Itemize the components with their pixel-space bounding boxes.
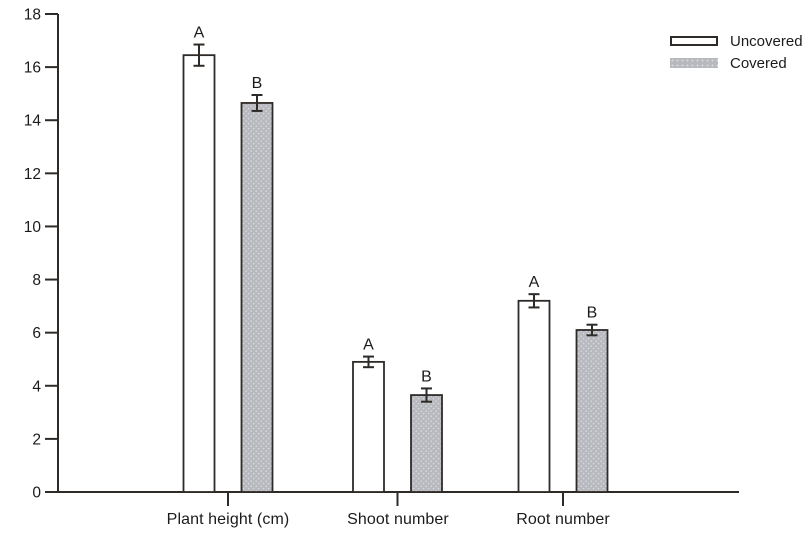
y-tick-label: 12 bbox=[24, 166, 41, 183]
legend-swatch-covered bbox=[670, 58, 718, 68]
y-tick-label: 8 bbox=[32, 272, 41, 289]
y-tick-label: 2 bbox=[32, 431, 41, 448]
bar-uncovered-0 bbox=[182, 54, 216, 493]
bar-uncovered-1 bbox=[352, 360, 385, 493]
y-tick-label: 0 bbox=[32, 485, 41, 502]
category-label-shoot-number: Shoot number bbox=[347, 511, 449, 528]
bar-covered-1 bbox=[410, 394, 443, 493]
category-label-root-number: Root number bbox=[516, 511, 610, 528]
sig-letter: A bbox=[529, 274, 540, 291]
legend-label-uncovered: Uncovered bbox=[730, 32, 803, 50]
bar-uncovered-2 bbox=[517, 299, 551, 493]
y-tick-label: 6 bbox=[32, 325, 41, 342]
y-tick-label: 4 bbox=[32, 378, 41, 395]
sig-letter: B bbox=[587, 305, 598, 322]
legend-item-covered: Covered bbox=[670, 54, 803, 72]
bar-covered-2 bbox=[575, 329, 609, 493]
legend: Uncovered Covered bbox=[670, 33, 803, 77]
legend-item-uncovered: Uncovered bbox=[670, 32, 803, 50]
bar-covered-0 bbox=[240, 102, 274, 493]
sig-letter: B bbox=[252, 75, 263, 92]
category-label-plant-height: Plant height (cm) bbox=[166, 511, 290, 528]
legend-label-covered: Covered bbox=[730, 54, 787, 72]
y-tick-label: 10 bbox=[24, 219, 42, 236]
y-tick-label: 18 bbox=[24, 7, 41, 24]
y-tick-label: 14 bbox=[24, 113, 42, 130]
sig-letter: B bbox=[421, 368, 432, 385]
y-tick-label: 16 bbox=[24, 60, 41, 77]
sig-letter: A bbox=[194, 25, 205, 42]
legend-swatch-uncovered bbox=[670, 36, 718, 46]
sig-letter: A bbox=[363, 337, 374, 354]
